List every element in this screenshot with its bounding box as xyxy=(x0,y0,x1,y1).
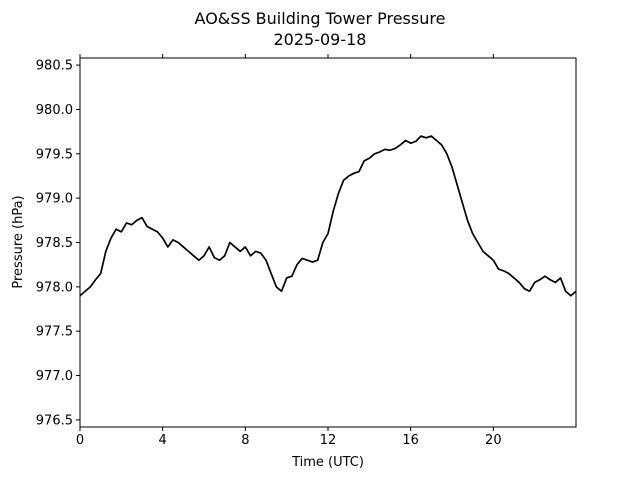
x-axis-label: Time (UTC) xyxy=(291,455,364,470)
x-axis-ticks: 0 4 8 12 16 20 xyxy=(76,54,502,448)
chart-subtitle: 2025-09-18 xyxy=(274,30,367,49)
x-tick-label: 4 xyxy=(159,433,167,448)
y-tick-label: 978.0 xyxy=(36,280,73,295)
series-line-pressure xyxy=(79,135,577,297)
y-axis-label: Pressure (hPa) xyxy=(11,195,26,288)
y-tick-label: 979.0 xyxy=(36,192,73,207)
y-tick-label: 979.5 xyxy=(36,147,73,162)
y-tick-label: 980.5 xyxy=(36,59,73,74)
x-tick-label: 16 xyxy=(402,433,419,448)
y-tick-label: 980.0 xyxy=(36,103,73,118)
y-tick-label: 976.5 xyxy=(36,413,73,428)
y-axis-ticks: 976.5 977.0 977.5 978.0 978.5 979.0 979.5 980.0… xyxy=(36,59,80,428)
y-tick-label: 978.5 xyxy=(36,236,73,251)
y-tick-label: 977.5 xyxy=(36,325,73,340)
x-tick-label: 0 xyxy=(76,433,84,448)
y-tick-label: 977.0 xyxy=(36,369,73,384)
x-tick-label: 20 xyxy=(485,433,502,448)
plot-area-frame xyxy=(79,57,577,428)
x-tick-label: 12 xyxy=(320,433,337,448)
chart-title: AO&SS Building Tower Pressure xyxy=(195,9,446,28)
x-tick-label: 8 xyxy=(241,433,249,448)
